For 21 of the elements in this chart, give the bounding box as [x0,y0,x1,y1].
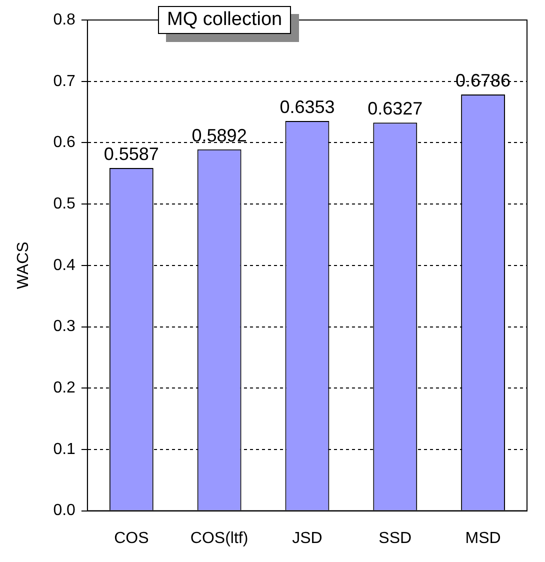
y-tick-label: 0.2 [53,380,76,397]
y-tick-label: 0.0 [53,502,76,520]
y-tick-label: 0.7 [53,72,76,90]
chart-title: MQ collection [158,6,292,34]
x-tick-label: COS [114,530,149,547]
x-tick-label: JSD [292,530,322,547]
y-tick-label: 0.3 [53,318,76,336]
y-tick-label: 0.8 [53,11,76,28]
y-tick-label: 0.5 [53,195,76,212]
x-tick-label: SSD [378,530,412,547]
data-label: 0.6786 [456,70,511,90]
x-tick-label: MSD [465,530,501,547]
x-tick-label: COS(ltf) [190,530,248,547]
y-tick-label: 0.4 [53,256,76,274]
y-tick-label: 0.6 [53,134,76,152]
data-label: 0.5892 [192,125,247,146]
data-label: 0.6353 [280,97,335,118]
data-label: 0.5587 [104,144,159,164]
y-tick-label: 0.1 [53,440,76,458]
data-label: 0.6327 [368,98,423,119]
y-axis-title: WACS [15,242,32,290]
